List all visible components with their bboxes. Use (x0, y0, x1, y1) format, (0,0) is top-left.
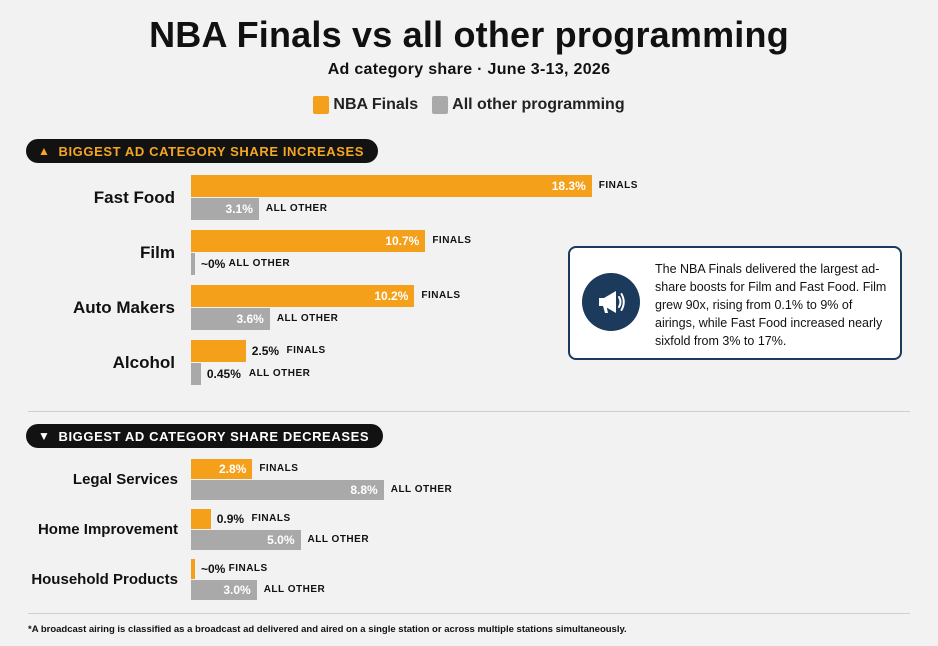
bar-value-finals-home-improvement: 0.9% (216, 512, 245, 526)
bar-tag-finals-fast-food: FINALS (598, 180, 638, 191)
bar-other-legal-services (191, 480, 384, 500)
bar-other-film (191, 253, 195, 275)
legend-item-other: All other programming (432, 96, 625, 114)
bar-tag-other-film: ALL OTHER (228, 258, 291, 269)
callout-box: The NBA Finals delivered the largest ad-… (568, 246, 902, 360)
section-label-increases: BIGGEST AD CATEGORY SHARE INCREASES (58, 143, 365, 159)
bar-value-other-auto-makers: 3.6% (236, 312, 264, 326)
chart-subtitle: Ad category share · June 3-13, 2026 (327, 61, 611, 78)
bar-tag-finals-film: FINALS (432, 235, 472, 246)
callout-text: The NBA Finals delivered the largest ad-… (655, 262, 887, 348)
bar-value-finals-auto-makers: 10.2% (374, 289, 409, 303)
bar-value-other-alcohol: 0.45% (206, 367, 241, 381)
legend-item-finals: NBA Finals (313, 96, 418, 114)
bar-finals-film (191, 230, 426, 252)
footnote-divider (28, 613, 910, 614)
triangle-up-icon: ▲ (38, 144, 51, 158)
bar-value-finals-film: 10.7% (385, 234, 420, 248)
bar-value-other-home-improvement: 5.0% (267, 533, 295, 547)
bar-other-household-products (191, 580, 257, 600)
bar-finals-auto-makers (191, 285, 415, 307)
section-pill-decreases: ▼ BIGGEST AD CATEGORY SHARE DECREASES (26, 424, 384, 448)
bar-value-finals-household-products: ~0% (201, 562, 226, 576)
chart-title: NBA Finals vs all other programming (149, 14, 789, 55)
bar-other-fast-food (191, 198, 259, 220)
category-label-film: Film (140, 242, 175, 262)
bar-finals-legal-services (191, 459, 253, 479)
category-label-household-products: Household Products (31, 570, 178, 588)
bar-value-finals-alcohol: 2.5% (251, 344, 280, 358)
bar-tag-other-household-products: ALL OTHER (263, 584, 326, 595)
legend-swatch-other (432, 96, 449, 114)
bar-tag-other-legal-services: ALL OTHER (390, 484, 453, 495)
bar-finals-fast-food (191, 175, 592, 197)
bar-tag-finals-household-products: FINALS (228, 563, 268, 574)
legend-label-finals: NBA Finals (333, 96, 419, 113)
bar-finals-home-improvement (191, 509, 211, 529)
megaphone-icon-svg (599, 291, 625, 313)
legend-label-other: All other programming (452, 96, 625, 113)
bar-tag-finals-legal-services: FINALS (259, 463, 299, 474)
bar-value-finals-fast-food: 18.3% (551, 179, 586, 193)
bar-tag-finals-home-improvement: FINALS (251, 513, 291, 524)
bar-tag-other-home-improvement: ALL OTHER (307, 534, 370, 545)
triangle-down-icon: ▼ (38, 429, 51, 443)
category-label-alcohol: Alcohol (112, 352, 175, 372)
bar-tag-finals-alcohol: FINALS (286, 345, 326, 356)
bar-value-other-legal-services: 8.8% (350, 483, 378, 497)
megaphone-icon (582, 273, 640, 331)
bar-other-alcohol (191, 363, 201, 385)
category-label-home-improvement: Home Improvement (37, 520, 178, 538)
bar-tag-other-auto-makers: ALL OTHER (276, 313, 339, 324)
footnote: *A broadcast airing is classified as a b… (28, 624, 627, 635)
bar-other-auto-makers (191, 308, 270, 330)
bar-value-other-household-products: 3.0% (223, 583, 251, 597)
bar-value-other-film: ~0% (201, 257, 226, 271)
bar-value-finals-legal-services: 2.8% (218, 462, 247, 476)
section-divider (28, 411, 910, 412)
bar-finals-alcohol (191, 340, 246, 362)
category-label-legal-services: Legal Services (72, 470, 178, 488)
bar-tag-other-alcohol: ALL OTHER (248, 368, 311, 379)
category-label-auto-makers: Auto Makers (72, 297, 175, 317)
section-label-decreases: BIGGEST AD CATEGORY SHARE DECREASES (58, 428, 370, 444)
bar-other-home-improvement (191, 530, 301, 550)
bar-finals-household-products (191, 559, 195, 579)
bar-tag-finals-auto-makers: FINALS (421, 290, 461, 301)
section-pill-increases: ▲ BIGGEST AD CATEGORY SHARE INCREASES (26, 139, 379, 163)
legend-swatch-finals (313, 96, 330, 114)
bar-value-other-fast-food: 3.1% (225, 202, 253, 216)
category-label-fast-food: Fast Food (93, 187, 175, 207)
legend: NBA Finals All other programming (0, 96, 938, 114)
bar-tag-other-fast-food: ALL OTHER (265, 203, 328, 214)
